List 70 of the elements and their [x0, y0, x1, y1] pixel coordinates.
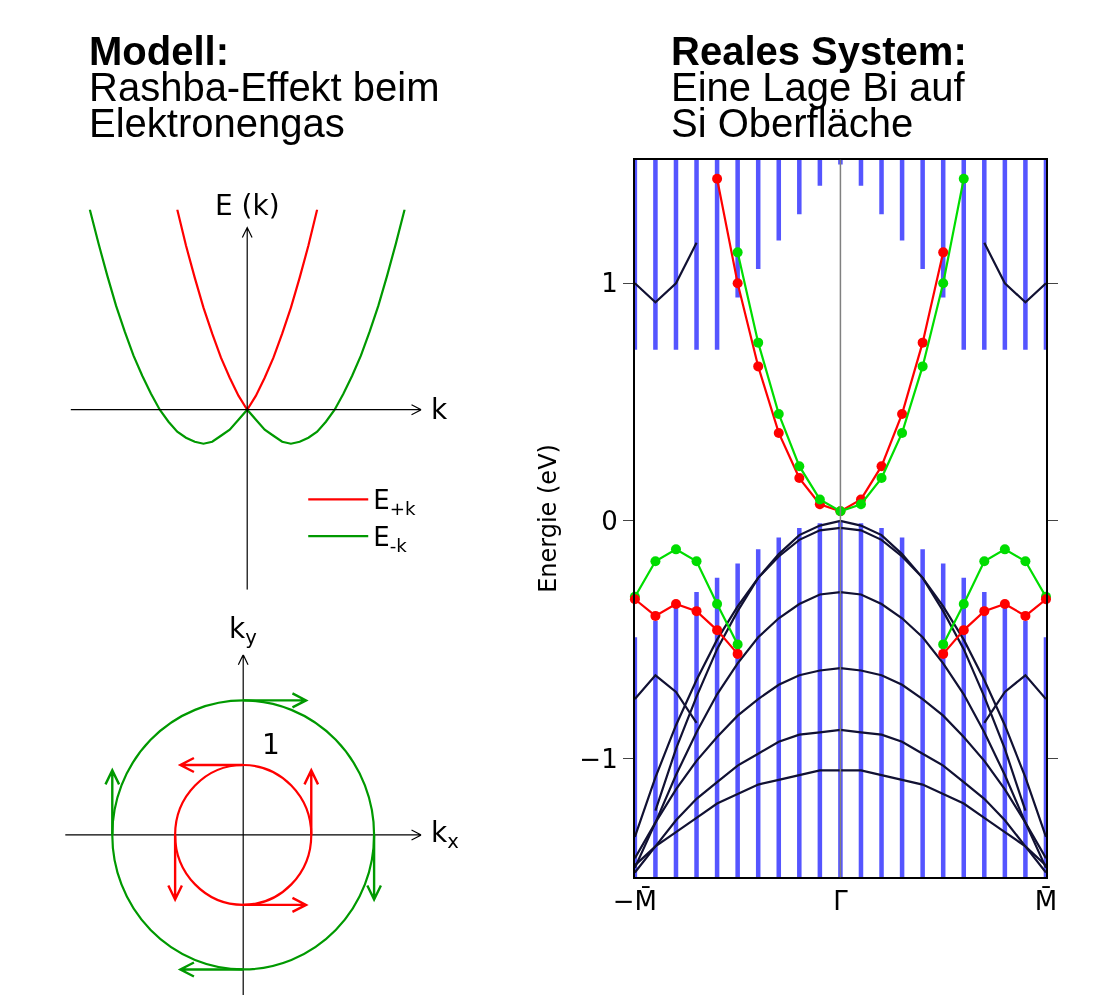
point [938, 247, 949, 258]
bar [797, 527, 802, 878]
point [958, 173, 969, 184]
point [958, 599, 969, 609]
point [670, 544, 681, 555]
point [732, 247, 743, 258]
point [958, 625, 969, 636]
legend-label: E$_{+k}$ [373, 485, 416, 519]
point [650, 610, 661, 621]
y-tick-label: 0 [601, 505, 618, 536]
text: k$_{x}$ [431, 816, 459, 853]
point [876, 461, 887, 472]
point [712, 599, 723, 609]
point [732, 278, 743, 289]
bar [694, 159, 699, 350]
chart-subtitle: Rashba-Effekt beim Elektronengas [89, 65, 440, 145]
point [999, 544, 1010, 555]
legend-label: E$_{-k}$ [373, 522, 408, 556]
bar [1023, 620, 1028, 878]
bar [776, 537, 782, 878]
bar [961, 159, 967, 350]
bar [653, 620, 658, 878]
text: 1 [262, 728, 280, 761]
y-axis-title: E (k) [215, 189, 280, 222]
x-tick-label: M̄ [1034, 885, 1058, 917]
point [773, 408, 784, 419]
point [1020, 556, 1031, 567]
point [979, 606, 990, 617]
point [650, 556, 661, 567]
point [979, 556, 990, 567]
point [917, 337, 928, 348]
bar [1023, 159, 1028, 350]
x-axis-title: k [431, 393, 448, 426]
point [1020, 610, 1031, 621]
point [712, 173, 723, 184]
point [794, 473, 805, 484]
point [938, 639, 949, 650]
x-tick-label: −M̄ [612, 885, 657, 917]
point [917, 361, 928, 372]
point [773, 427, 784, 438]
x-tick-label: Γ̄ [833, 886, 849, 917]
point [999, 599, 1010, 609]
y-axis-title: Energie (eV) [533, 444, 562, 593]
point [732, 648, 743, 659]
bar [776, 159, 782, 241]
point [897, 427, 908, 438]
y-tick-label: 1 [601, 268, 618, 299]
point [712, 625, 723, 636]
point [876, 473, 887, 484]
text: k$_{y}$ [229, 612, 258, 649]
point [794, 461, 805, 472]
bar [879, 527, 884, 878]
point [691, 606, 702, 617]
bar [920, 159, 925, 269]
point [938, 648, 949, 659]
point [753, 337, 764, 348]
point [670, 599, 681, 609]
point [855, 499, 866, 510]
point [897, 408, 908, 419]
bar [879, 159, 884, 215]
y-tick-label: −1 [579, 743, 618, 774]
point [732, 639, 743, 650]
point [691, 556, 702, 567]
point [814, 494, 825, 505]
point [753, 361, 764, 372]
bar [982, 159, 987, 350]
bar [653, 159, 658, 350]
bar [920, 549, 925, 878]
point [938, 278, 949, 289]
bar [797, 159, 802, 215]
